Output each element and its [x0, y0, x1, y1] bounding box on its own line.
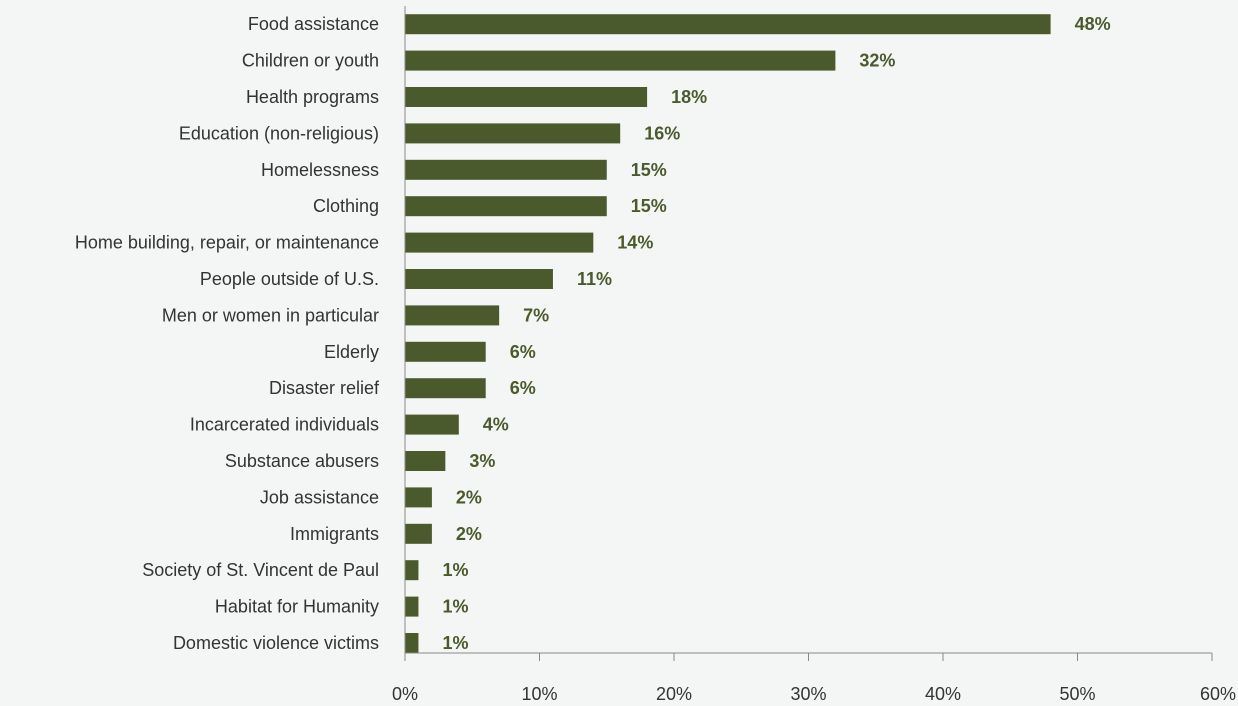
- value-label: 2%: [456, 524, 482, 544]
- category-label: Society of St. Vincent de Paul: [142, 560, 379, 580]
- category-label: Habitat for Humanity: [215, 597, 379, 617]
- category-labels-group: Food assistance Children or youth Health p…: [75, 14, 380, 653]
- bar: [405, 633, 419, 653]
- x-tick-label: 10%: [521, 684, 557, 704]
- value-label: 32%: [859, 51, 895, 71]
- value-label: 3%: [469, 451, 495, 471]
- value-label: 48%: [1075, 14, 1111, 34]
- value-labels-group: 48%32%18%16%15%15%14%11%7%6%6%4%3%2%2%1%…: [442, 14, 1110, 653]
- category-label: Incarcerated individuals: [190, 415, 379, 435]
- bars-group: [405, 14, 1051, 653]
- category-label: Food assistance: [248, 14, 379, 34]
- category-label: Children or youth: [242, 51, 379, 71]
- value-label: 6%: [510, 342, 536, 362]
- bar: [405, 523, 432, 544]
- bar: [405, 14, 1051, 35]
- x-tick-label: 20%: [656, 684, 692, 704]
- x-tick-label: 30%: [790, 684, 826, 704]
- bar: [405, 451, 446, 471]
- bar: [405, 196, 607, 217]
- value-label: 14%: [617, 233, 653, 253]
- category-label: Homelessness: [261, 160, 379, 180]
- category-label: Job assistance: [260, 487, 379, 507]
- bar: [405, 378, 486, 399]
- category-label: Health programs: [246, 87, 379, 107]
- category-label: Clothing: [313, 196, 379, 216]
- x-tick-label: 50%: [1059, 684, 1095, 704]
- x-axis: 0% 10% 20% 30% 40% 50% 60%: [392, 6, 1236, 704]
- value-label: 1%: [442, 633, 468, 653]
- value-label: 4%: [483, 415, 509, 435]
- value-label: 2%: [456, 487, 482, 507]
- category-label: Elderly: [324, 342, 379, 362]
- category-label: Immigrants: [290, 524, 379, 544]
- bar: [405, 123, 621, 144]
- x-tick-label: 60%: [1200, 684, 1236, 704]
- bar: [405, 560, 419, 581]
- value-label: 16%: [644, 123, 680, 143]
- category-label: Home building, repair, or maintenance: [75, 233, 379, 253]
- bar: [405, 50, 836, 71]
- x-tick-label: 40%: [925, 684, 961, 704]
- bar: [405, 232, 594, 253]
- category-label: Disaster relief: [269, 378, 380, 398]
- value-label: 7%: [523, 305, 549, 325]
- value-label: 15%: [631, 160, 667, 180]
- value-label: 1%: [442, 560, 468, 580]
- value-label: 6%: [510, 378, 536, 398]
- category-label: Education (non-religious): [179, 123, 379, 143]
- x-tick-label: 0%: [392, 684, 418, 704]
- category-label: Domestic violence victims: [173, 633, 379, 653]
- value-label: 11%: [577, 269, 612, 289]
- value-label: 15%: [631, 196, 667, 216]
- bar: [405, 87, 648, 107]
- bar: [405, 487, 432, 508]
- bar: [405, 269, 553, 289]
- bar: [405, 341, 486, 362]
- bar: [405, 596, 419, 617]
- category-label: Substance abusers: [225, 451, 379, 471]
- bar: [405, 414, 459, 435]
- bar: [405, 305, 500, 326]
- value-label: 18%: [671, 87, 707, 107]
- category-label: People outside of U.S.: [200, 269, 379, 289]
- bar: [405, 159, 607, 180]
- value-label: 1%: [442, 597, 468, 617]
- category-label: Men or women in particular: [162, 305, 379, 325]
